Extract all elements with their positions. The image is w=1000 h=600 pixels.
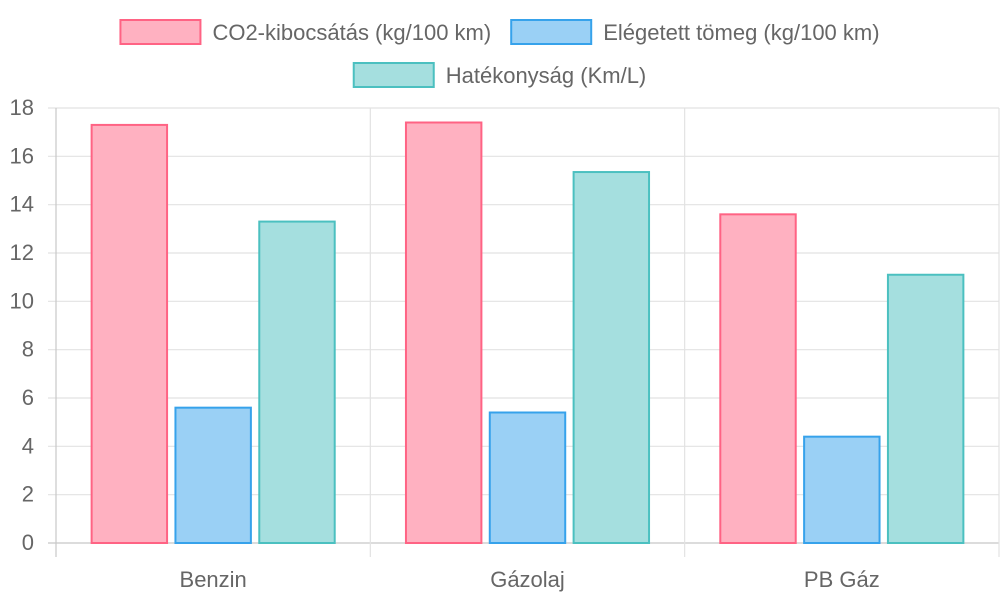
legend-item[interactable]: CO2-kibocsátás (kg/100 km) bbox=[119, 19, 491, 45]
bar[interactable] bbox=[572, 171, 651, 545]
bar[interactable] bbox=[404, 121, 483, 544]
y-tick-label: 14 bbox=[10, 192, 34, 217]
legend-label: Elégetett tömeg (kg/100 km) bbox=[603, 20, 879, 45]
y-tick-label: 4 bbox=[22, 433, 34, 458]
bar[interactable] bbox=[258, 220, 336, 544]
legend-swatch bbox=[352, 62, 435, 88]
legend-item[interactable]: Elégetett tömeg (kg/100 km) bbox=[510, 19, 880, 45]
bar[interactable] bbox=[719, 213, 797, 544]
bar[interactable] bbox=[488, 411, 567, 544]
bars bbox=[90, 121, 965, 545]
x-tick-label: PB Gáz bbox=[804, 567, 880, 592]
y-tick-label: 6 bbox=[22, 385, 34, 410]
legend: CO2-kibocsátás (kg/100 km) Elégetett töme… bbox=[119, 19, 880, 88]
y-tick-label: 2 bbox=[22, 482, 34, 507]
legend-label: Hatékonyság (Km/L) bbox=[446, 63, 647, 88]
bar[interactable] bbox=[886, 273, 965, 544]
bar[interactable] bbox=[174, 406, 252, 544]
y-tick-label: 8 bbox=[22, 337, 34, 362]
bar[interactable] bbox=[90, 123, 169, 545]
legend-swatch bbox=[510, 19, 593, 45]
y-tick-label: 16 bbox=[10, 143, 34, 168]
bar[interactable] bbox=[803, 435, 881, 544]
x-tick-label: Gázolaj bbox=[490, 567, 565, 592]
x-tick-label: Benzin bbox=[180, 567, 247, 592]
y-tick-label: 10 bbox=[10, 288, 34, 313]
legend-label: CO2-kibocsátás (kg/100 km) bbox=[212, 20, 491, 45]
legend-swatch bbox=[119, 19, 202, 45]
axes: 0 2 4 6 8 10 12 14 16 18 Benzin Gázolaj PB Gáz bbox=[10, 95, 880, 592]
y-tick-label: 12 bbox=[10, 240, 34, 265]
y-tick-label: 0 bbox=[22, 530, 34, 555]
legend-item[interactable]: Hatékonyság (Km/L) bbox=[352, 62, 647, 88]
y-tick-label: 18 bbox=[10, 95, 34, 120]
